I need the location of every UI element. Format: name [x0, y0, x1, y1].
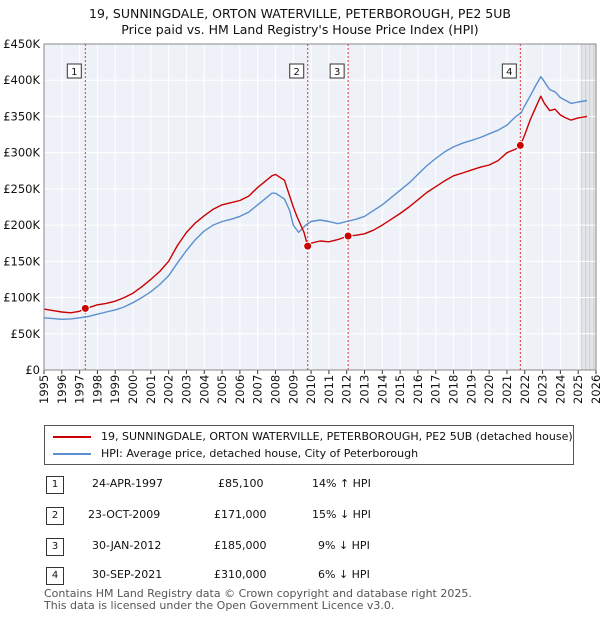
x-tick-label: 2024: [553, 375, 567, 404]
sale-hpi-diff: 9% ↓ HPI: [318, 539, 370, 552]
x-tick-label: 2011: [322, 375, 336, 404]
x-tick-label: 2016: [411, 375, 425, 404]
x-tick-label: 1999: [108, 375, 122, 404]
x-tick-label: 2000: [126, 375, 140, 404]
sale-price: £310,000: [214, 568, 267, 581]
sale-row-1: 1 24-APR-1997 £85,100 14% ↑ HPI: [44, 474, 564, 494]
x-tick-label: 2004: [197, 375, 211, 404]
x-tick-label: 1996: [55, 375, 69, 404]
x-tick-label: 2009: [286, 375, 300, 404]
x-tick-label: 2020: [482, 375, 496, 404]
y-tick-label: £400K: [3, 73, 40, 87]
sale-date: 30-SEP-2021: [92, 568, 163, 581]
chart-title: 19, SUNNINGDALE, ORTON WATERVILLE, PETER…: [89, 6, 511, 21]
legend-label-property: 19, SUNNINGDALE, ORTON WATERVILLE, PETER…: [101, 430, 573, 443]
plot-frame: [43, 43, 597, 371]
y-tick-label: £350K: [3, 109, 40, 123]
x-tick-label: 2001: [144, 375, 158, 404]
sale-point: [515, 140, 525, 150]
x-tick-label: 2006: [233, 375, 247, 404]
sale-label-number: 1: [71, 67, 77, 78]
x-tick-label: 2012: [340, 375, 354, 404]
sale-point: [80, 303, 90, 313]
y-tick-label: £450K: [3, 37, 40, 51]
sale-date: 30-JAN-2012: [92, 539, 162, 552]
chart-subtitle: Price paid vs. HM Land Registry's House …: [121, 22, 479, 37]
sale-point: [303, 241, 313, 251]
sale-label-number: 2: [294, 67, 300, 78]
plot-background: [44, 44, 596, 370]
sale-label-box: [329, 63, 345, 79]
y-tick-label: £50K: [11, 327, 41, 341]
sale-row-4: 4 30-SEP-2021 £310,000 6% ↓ HPI: [44, 565, 564, 585]
sale-hpi-diff: 6% ↓ HPI: [318, 568, 370, 581]
x-tick-label: 2007: [251, 375, 265, 404]
x-tick-label: 2022: [518, 375, 532, 404]
y-tick-label: £100K: [3, 291, 40, 305]
x-tick-label: 2021: [500, 375, 514, 404]
x-tick-label: 2003: [179, 375, 193, 404]
x-tick-label: 2013: [358, 375, 372, 404]
hpi-series-line: [43, 75, 588, 320]
x-tick-label: 2019: [464, 375, 478, 404]
x-tick-label: 1995: [37, 375, 51, 404]
sale-row-3: 3 30-JAN-2012 £185,000 9% ↓ HPI: [44, 536, 564, 556]
sale-price: £185,000: [214, 539, 267, 552]
sale-label-number: 3: [334, 67, 340, 78]
x-tick-label: 2026: [589, 375, 600, 404]
sale-hpi-diff: 15% ↓ HPI: [312, 508, 371, 521]
footer-copyright: Contains HM Land Registry data © Crown c…: [44, 587, 472, 600]
sale-label-box: [501, 63, 517, 79]
y-tick-label: £150K: [3, 254, 40, 268]
x-tick-label: 2008: [268, 375, 282, 404]
footer: Contains HM Land Registry data © Crown c…: [44, 588, 472, 612]
x-tick-label: 2010: [304, 375, 318, 404]
sale-label-number: 4: [506, 67, 512, 78]
x-tick-label: 2015: [393, 375, 407, 404]
y-tick-label: £0: [25, 363, 40, 377]
sale-date: 23-OCT-2009: [88, 508, 161, 521]
sale-row-2: 2 23-OCT-2009 £171,000 15% ↓ HPI: [44, 505, 564, 525]
price-chart: £0 £50K £100K £150K £200K £250K £300K £350K £400…: [3, 37, 600, 404]
sale-date: 24-APR-1997: [92, 477, 164, 490]
x-tick-label: 2014: [375, 375, 389, 404]
x-tick-label: 1997: [73, 375, 87, 404]
sale-price: £85,100: [218, 477, 264, 490]
x-tick-label: 2025: [571, 375, 585, 404]
y-tick-label: £300K: [3, 146, 40, 160]
legend-swatch-property: [53, 436, 91, 438]
sale-number-badge: 1: [46, 476, 64, 494]
y-tick-label: £250K: [3, 182, 40, 196]
sale-number-badge: 3: [46, 538, 64, 556]
y-tick-label: £200K: [3, 218, 40, 232]
legend-label-hpi: HPI: Average price, detached house, City…: [101, 447, 419, 460]
sale-label-box: [66, 63, 82, 79]
legend-entry-hpi: HPI: Average price, detached house, City…: [53, 446, 418, 462]
x-tick-label: 2017: [429, 375, 443, 404]
sale-number-badge: 4: [46, 567, 64, 585]
legend: 19, SUNNINGDALE, ORTON WATERVILLE, PETER…: [44, 425, 574, 465]
footer-license: This data is licensed under the Open Gov…: [44, 599, 395, 612]
x-tick-label: 2005: [215, 375, 229, 404]
sale-price: £171,000: [214, 508, 267, 521]
sale-number-badge: 2: [46, 507, 64, 525]
x-tick-label: 2002: [162, 375, 176, 404]
sale-point: [343, 231, 353, 241]
sale-label-box: [289, 63, 305, 79]
x-tick-label: 2018: [447, 375, 461, 404]
x-tick-label: 1998: [90, 375, 104, 404]
x-tick-label: 2023: [536, 375, 550, 404]
sale-hpi-diff: 14% ↑ HPI: [312, 477, 371, 490]
legend-swatch-hpi: [53, 453, 91, 455]
legend-entry-property: 19, SUNNINGDALE, ORTON WATERVILLE, PETER…: [53, 429, 573, 445]
